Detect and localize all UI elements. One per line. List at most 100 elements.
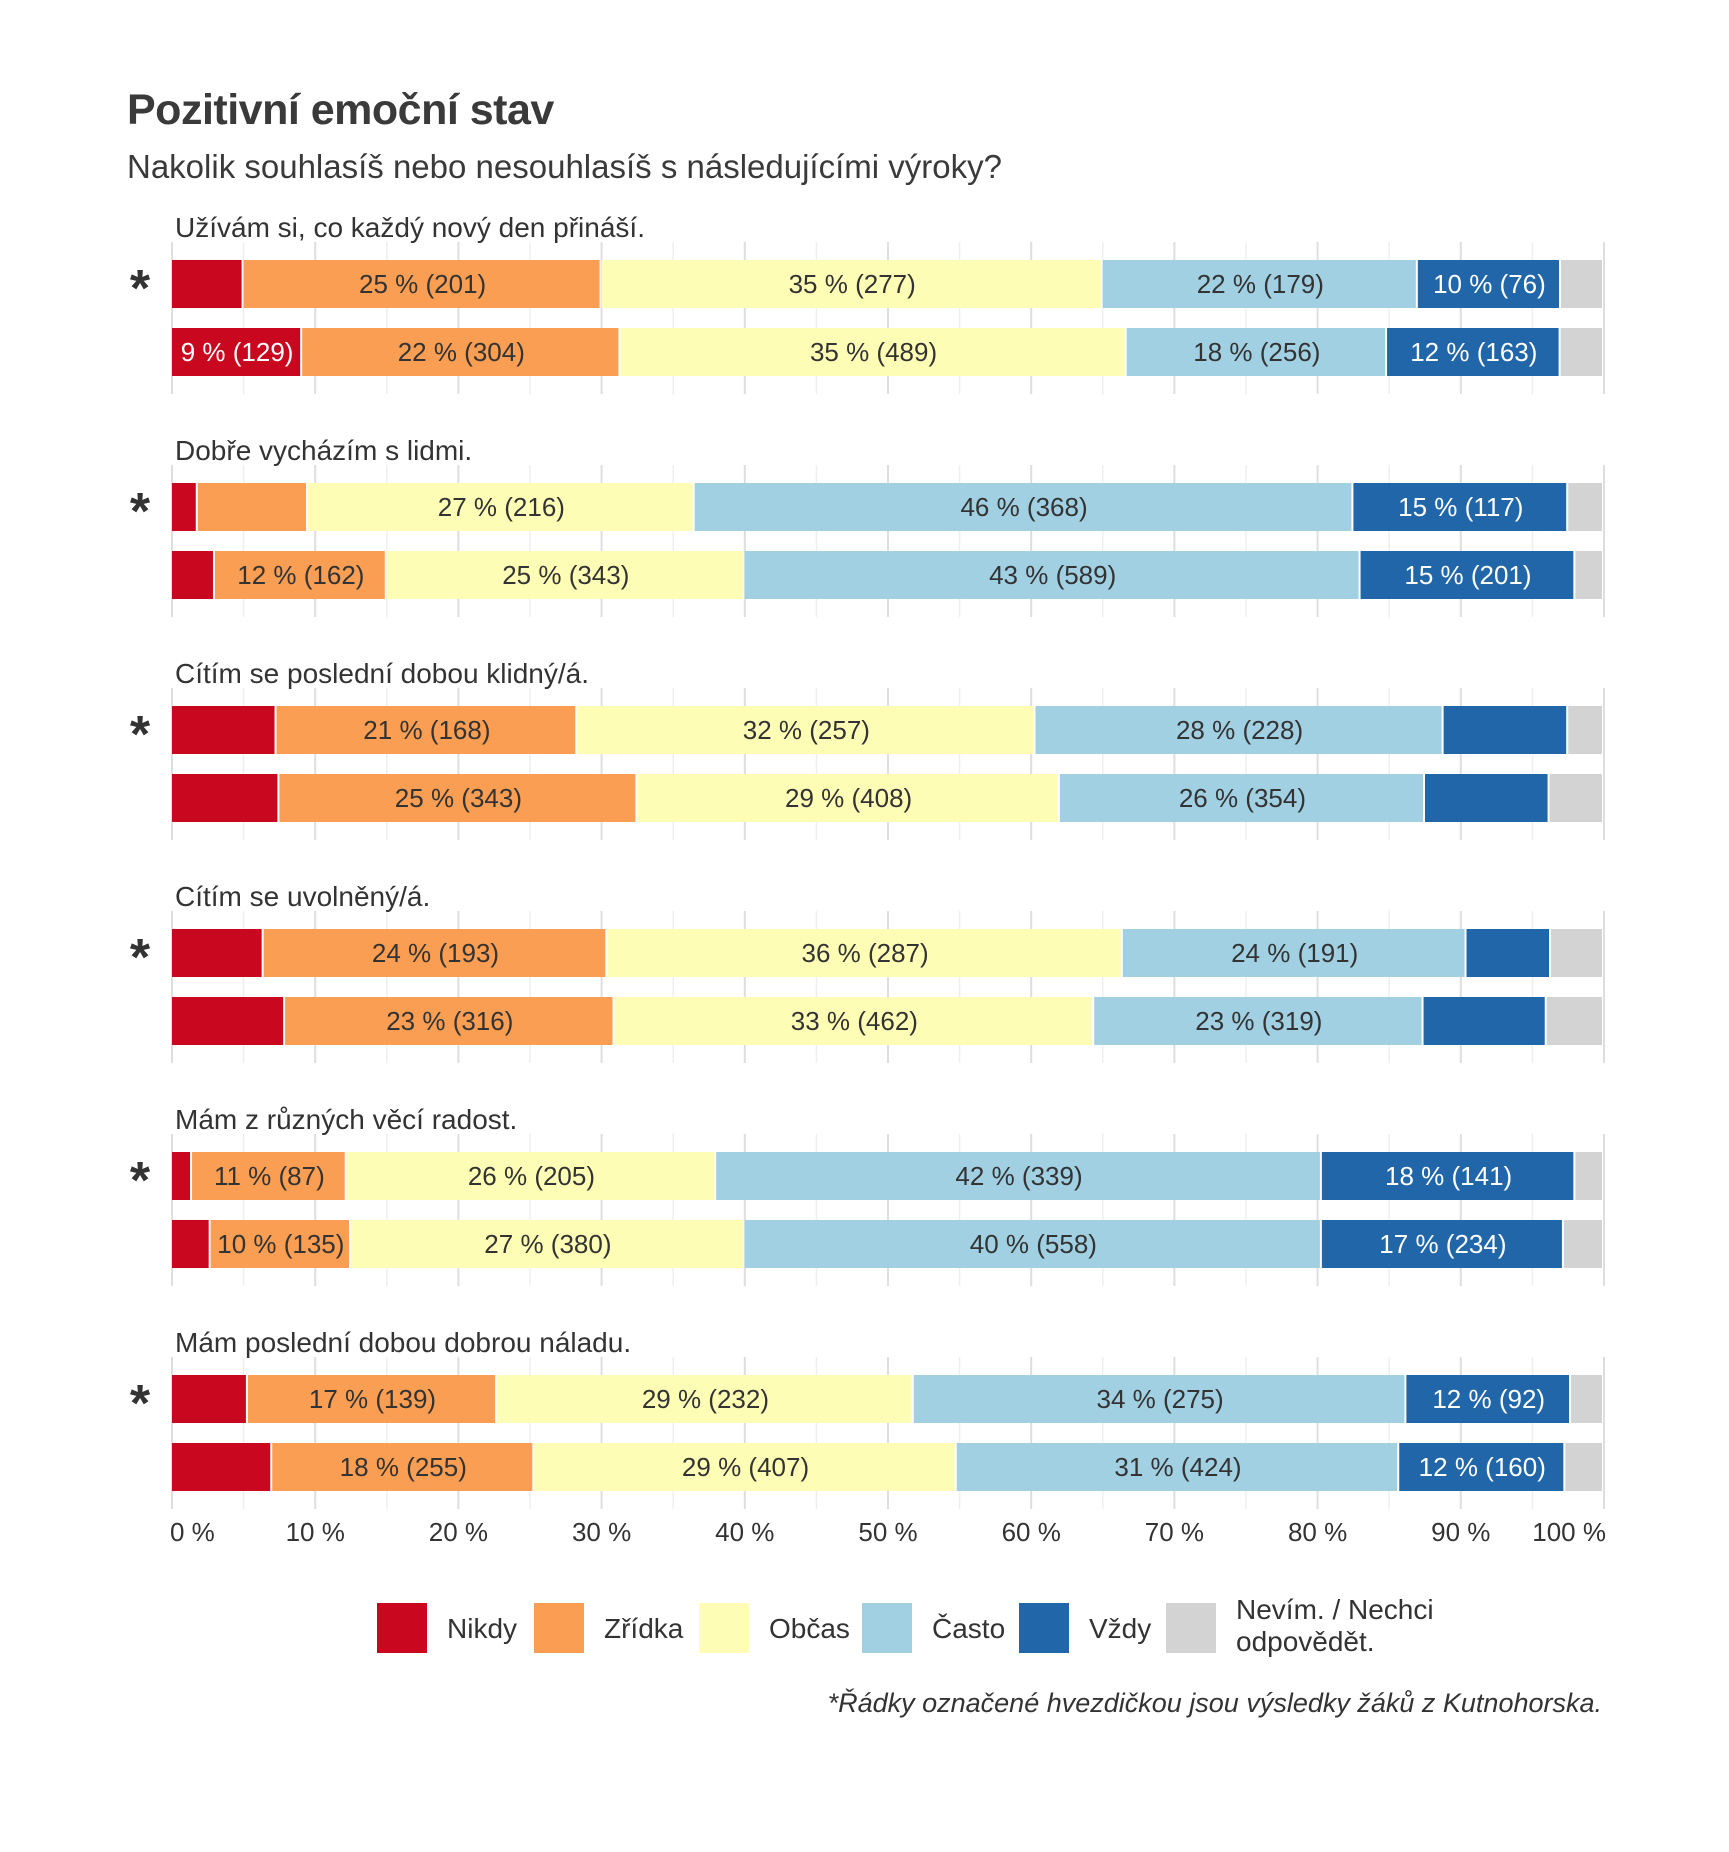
bar-segment: [197, 483, 307, 531]
bar-segment: [1035, 706, 1442, 754]
bar-label: 11 % (87): [214, 1161, 325, 1191]
bar-label: 35 % (277): [789, 269, 916, 299]
bar-label: 23 % (316): [386, 1006, 513, 1036]
bar-segment: [214, 551, 385, 599]
x-tick-label: 20 %: [429, 1517, 488, 1547]
legend-label: Nikdy: [447, 1613, 517, 1644]
bar-segment: [1565, 1443, 1602, 1491]
bar-segment: [263, 929, 606, 977]
bar-label: 33 % (462): [791, 1006, 918, 1036]
chart-subtitle: Nakolik souhlasíš nebo nesouhlasíš s nás…: [127, 148, 1002, 185]
bar-segment: [172, 483, 196, 531]
legend-swatch: [862, 1603, 912, 1653]
bar-label: 25 % (343): [395, 783, 522, 813]
bar-segment: [614, 997, 1093, 1045]
question-group: Mám poslední dobou dobrou náladu. * 17 % (…: [130, 1327, 1602, 1491]
bar-row: * 25 % (201) 35 % (277) 22 % (179) 10 % (76): [130, 260, 1602, 318]
legend-swatch: [1019, 1603, 1069, 1653]
bar-segment: [1059, 774, 1423, 822]
bar-label: 12 % (160): [1419, 1452, 1546, 1482]
bar-segment: [1568, 706, 1602, 754]
x-tick-label: 10 %: [286, 1517, 345, 1547]
bar-label: 12 % (162): [237, 560, 364, 590]
bar-label: 29 % (407): [682, 1452, 809, 1482]
bar-segment: [1353, 483, 1567, 531]
bar-label: 32 % (257): [743, 715, 870, 745]
bar-row: 12 % (162) 25 % (343) 43 % (589) 15 % (201): [172, 551, 1602, 599]
legend-swatch: [1166, 1603, 1216, 1653]
bar-label: 31 % (424): [1114, 1452, 1241, 1482]
row-marker: *: [130, 1152, 151, 1210]
bar-segment: [172, 706, 275, 754]
x-tick-label: 70 %: [1145, 1517, 1204, 1547]
bar-segment: [1423, 997, 1545, 1045]
x-tick-label: 50 %: [858, 1517, 917, 1547]
bar-label: 34 % (275): [1096, 1384, 1223, 1414]
bar-label: 15 % (117): [1398, 492, 1523, 522]
bar-segment: [172, 929, 262, 977]
bar-segment: [1466, 929, 1550, 977]
legend-item: Vždy: [1019, 1603, 1151, 1653]
x-axis: 0 % 10 % 20 % 30 % 40 % 50 % 60 % 70 % 80 % 90 % 1…: [170, 1517, 1606, 1547]
bar-segment: [386, 551, 743, 599]
row-marker: *: [130, 706, 151, 764]
question-group: Užívám si, co každý nový den přináší. * 25…: [130, 212, 1602, 376]
legend-swatch: [699, 1603, 749, 1653]
legend-item: Zřídka: [534, 1603, 684, 1653]
bar-label: 24 % (193): [372, 938, 499, 968]
bar-label: 25 % (343): [502, 560, 629, 590]
bar-segment: [620, 328, 1125, 376]
x-tick-label: 100 %: [1532, 1517, 1606, 1547]
bar-segment: [1563, 1220, 1602, 1268]
bar-row: 18 % (255) 29 % (407) 31 % (424) 12 % (160): [172, 1443, 1602, 1491]
row-marker: *: [130, 483, 151, 541]
bar-label: 27 % (216): [438, 492, 565, 522]
legend-label: Nevím. / Nechci odpovědět.: [1236, 1594, 1434, 1657]
question-label: Mám z různých věcí radost.: [175, 1104, 517, 1135]
bar-segment: [1425, 774, 1548, 822]
question-label: Dobře vycházím s lidmi.: [175, 435, 472, 466]
bar-segment: [285, 997, 613, 1045]
bar-row: * 17 % (139) 29 % (232) 34 % (275) 12 % (92): [130, 1375, 1602, 1433]
bar-segment: [276, 706, 576, 754]
bar-segment: [1546, 997, 1602, 1045]
row-marker: *: [130, 929, 151, 987]
bar-segment: [694, 483, 1352, 531]
bar-label: 15 % (201): [1404, 560, 1531, 590]
bar-segment: [172, 1152, 191, 1200]
legend-item: Nikdy: [377, 1603, 517, 1653]
bar-label: 25 % (201): [359, 269, 486, 299]
bar-segment: [346, 1152, 715, 1200]
bar-segment: [1102, 260, 1416, 308]
bar-label: 21 % (168): [363, 715, 490, 745]
bar-label: 22 % (304): [398, 337, 525, 367]
bar-segment: [1575, 1152, 1602, 1200]
bar-segment: [1399, 1443, 1564, 1491]
question-label: Mám poslední dobou dobrou náladu.: [175, 1327, 631, 1358]
bar-segment: [716, 1152, 1320, 1200]
bar-label: 22 % (179): [1197, 269, 1324, 299]
bar-segment: [272, 1443, 533, 1491]
bar-segment: [1571, 1375, 1602, 1423]
bar-row: * 27 % (216) 46 % (368) 15 % (117): [130, 483, 1602, 541]
legend-swatch: [377, 1603, 427, 1653]
bar-segment: [172, 997, 284, 1045]
bar-segment: [956, 1443, 1398, 1491]
row-marker: *: [130, 1375, 151, 1433]
legend-swatch: [534, 1603, 584, 1653]
bar-segment: [744, 1220, 1320, 1268]
bar-segment: [1443, 706, 1567, 754]
bar-label: 26 % (354): [1179, 783, 1306, 813]
question-group: Cítím se uvolněný/á. * 24 % (193) 36 % (287…: [130, 881, 1602, 1045]
chart-title: Pozitivní emoční stav: [127, 86, 554, 134]
bar-segment: [172, 1443, 271, 1491]
grid-lines: [171, 242, 1605, 1509]
bar-label: 10 % (135): [217, 1229, 344, 1259]
x-tick-label: 40 %: [715, 1517, 774, 1547]
question-group: Mám z různých věcí radost. * 11 % (87) 26 %…: [130, 1104, 1602, 1268]
bar-label: 42 % (339): [955, 1161, 1082, 1191]
bar-segment: [601, 260, 1101, 308]
bar-segment: [607, 929, 1121, 977]
bar-label: 27 % (380): [484, 1229, 611, 1259]
